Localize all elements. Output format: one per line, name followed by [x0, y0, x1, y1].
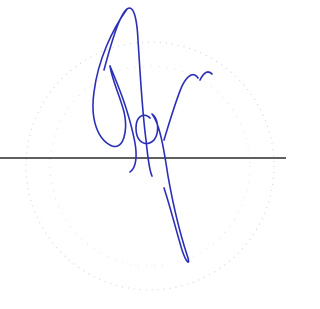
- signature-image: [0, 0, 286, 309]
- page: (() => { const data = JSON.parse(documen…: [0, 0, 286, 309]
- background: [0, 0, 286, 309]
